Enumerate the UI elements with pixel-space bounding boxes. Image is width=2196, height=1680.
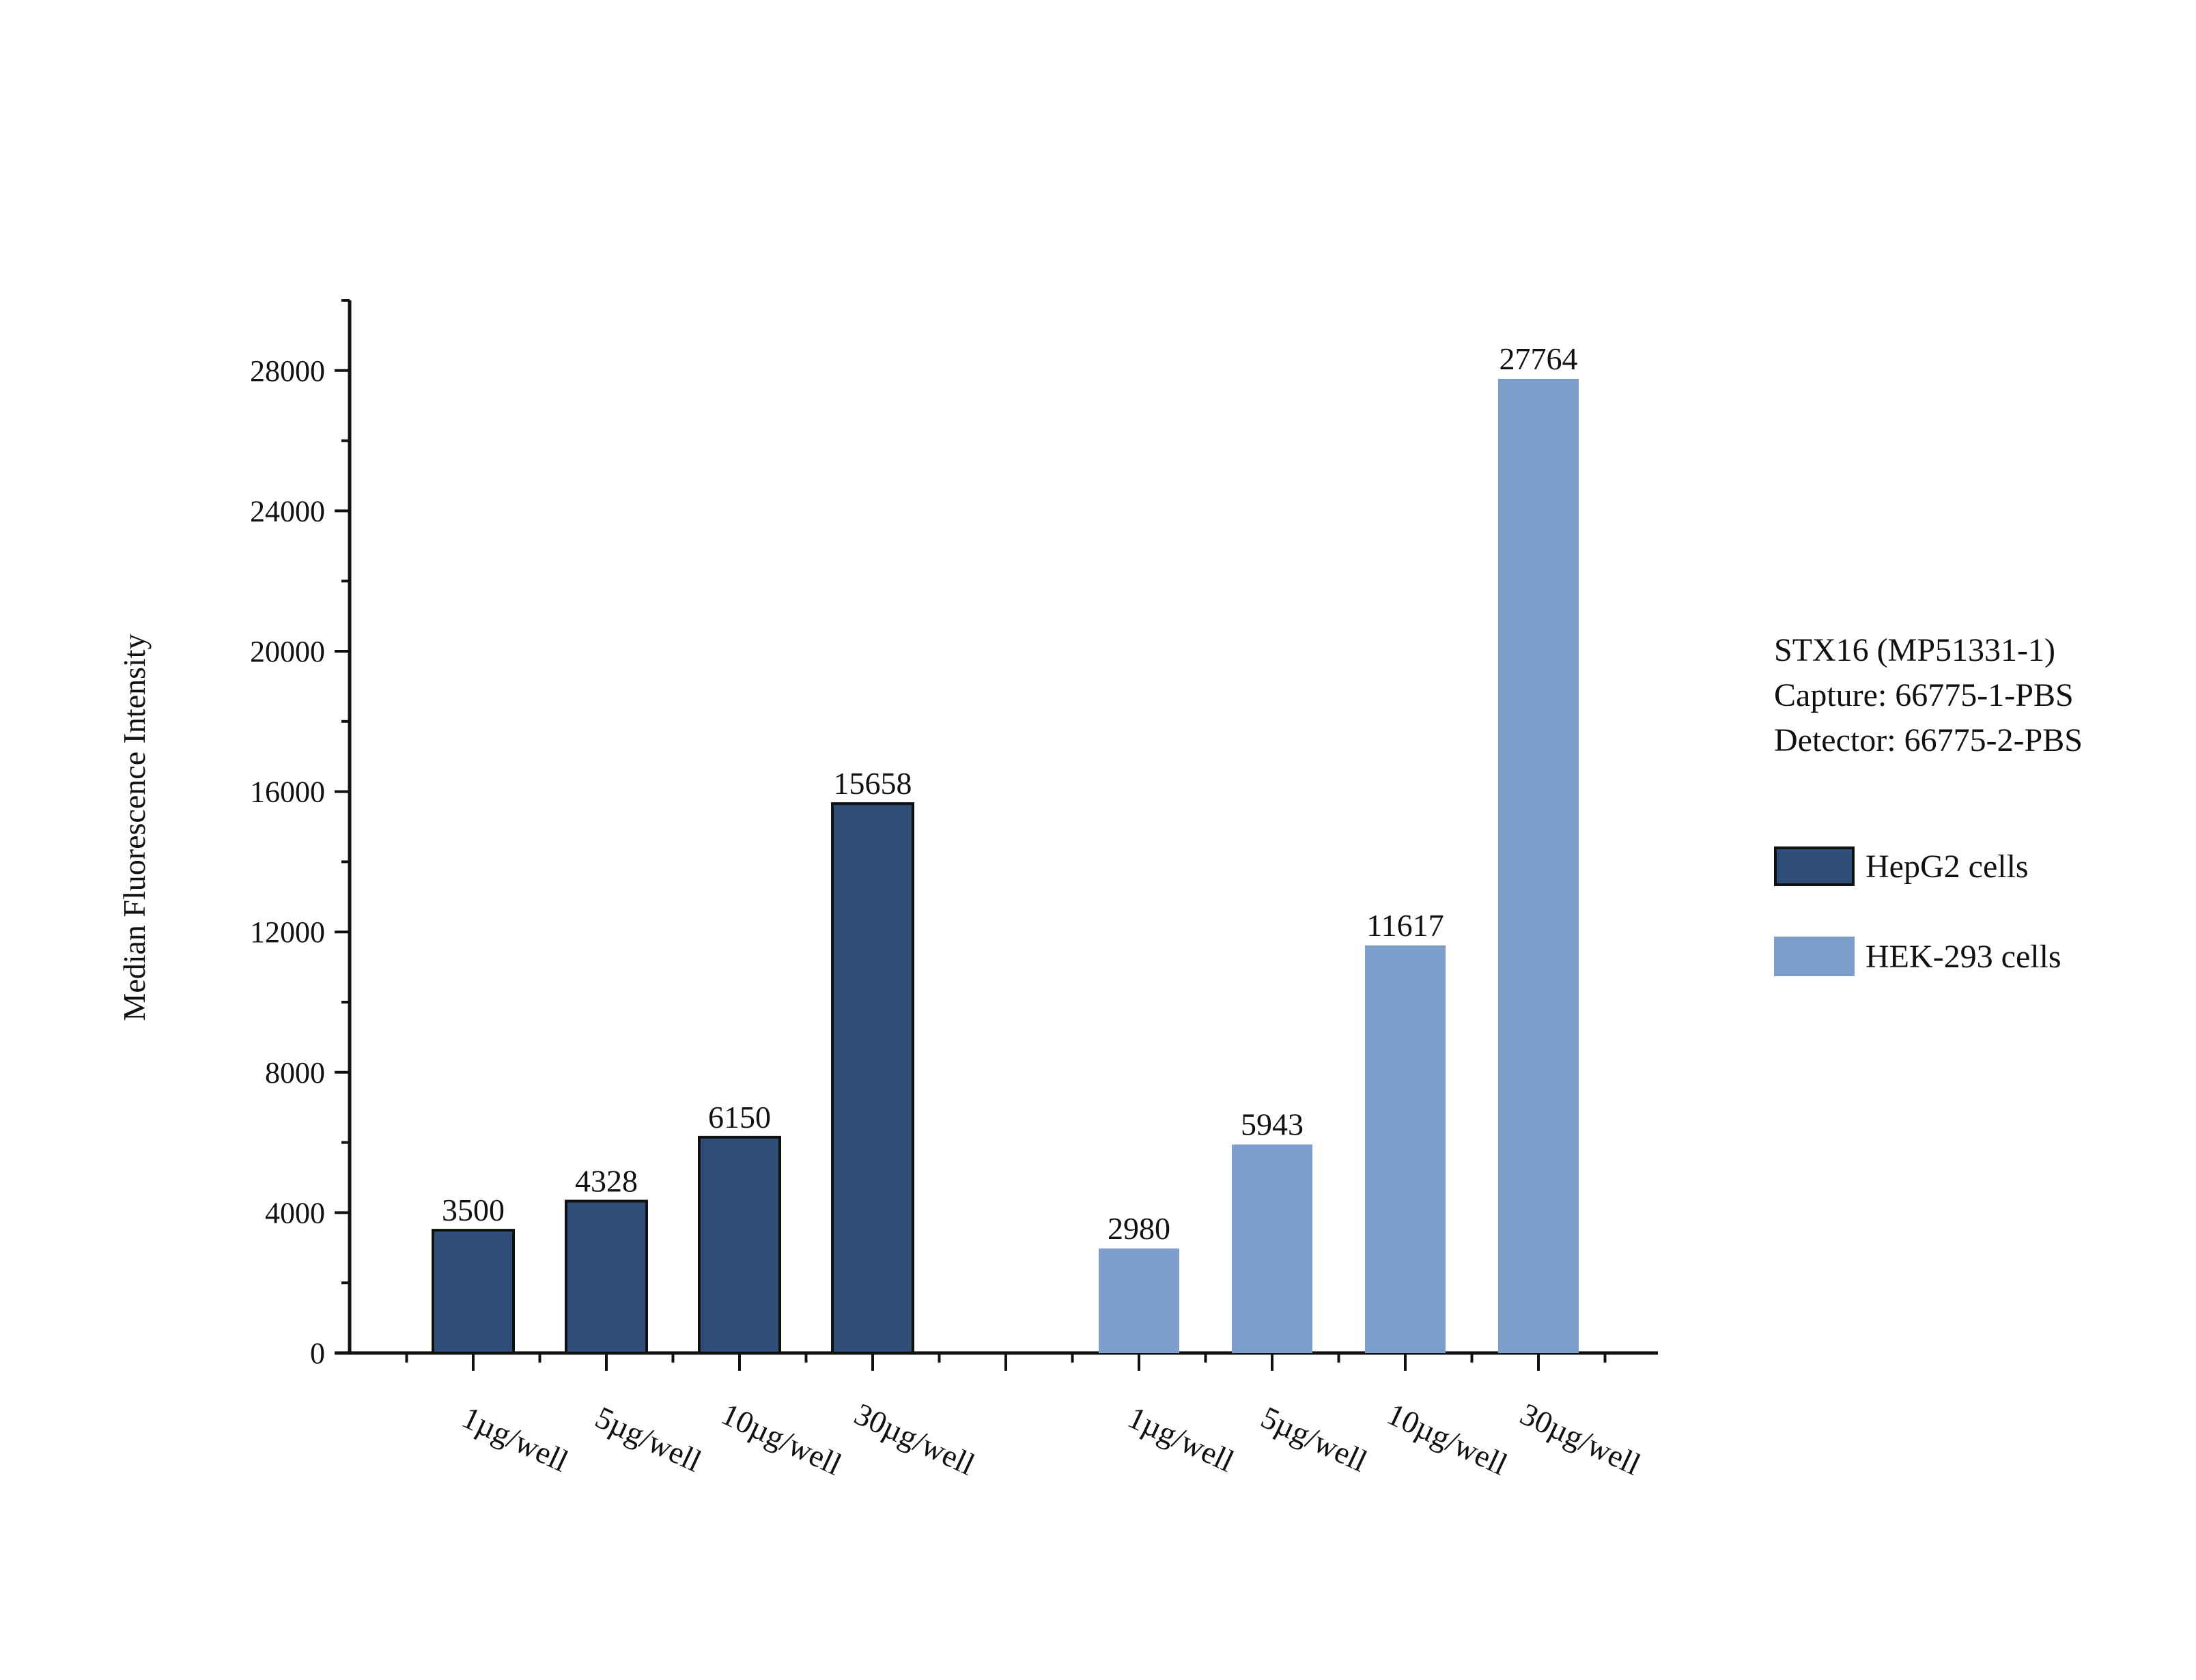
y-axis-title: Median Fluorescence Intensity <box>117 633 152 1021</box>
bar-value-label: 6150 <box>708 1100 771 1135</box>
y-tick-label: 0 <box>310 1337 325 1370</box>
y-tick-label: 8000 <box>265 1056 325 1090</box>
bar-value-label: 2980 <box>1108 1211 1170 1246</box>
y-tick-label: 4000 <box>265 1196 325 1229</box>
category-label: 30µg/well <box>849 1396 980 1481</box>
legend: HepG2 cells HEK-293 cells <box>1774 844 2061 1024</box>
legend-swatch-hek293 <box>1774 937 1855 976</box>
info-panel: STX16 (MP51331-1) Capture: 66775-1-PBS D… <box>1774 628 2083 763</box>
category-label: 1µg/well <box>1123 1399 1239 1479</box>
y-tick-label: 28000 <box>250 354 325 388</box>
bar-hek293-3 <box>1365 945 1446 1353</box>
info-line-2: Capture: 66775-1-PBS <box>1774 677 2074 713</box>
y-tick-label: 24000 <box>250 494 325 528</box>
info-line-1: STX16 (MP51331-1) <box>1774 632 2056 668</box>
bar-value-label: 5943 <box>1241 1107 1304 1142</box>
bar-hepg2-4 <box>831 802 914 1355</box>
y-tick-label: 20000 <box>250 635 325 668</box>
y-tick-label: 12000 <box>250 915 325 949</box>
legend-label-hek293: HEK-293 cells <box>1866 938 2061 975</box>
y-tick-label: 16000 <box>250 775 325 809</box>
category-label: 10µg/well <box>1382 1396 1512 1481</box>
category-label: 30µg/well <box>1515 1396 1646 1481</box>
bar-hek293-4 <box>1498 378 1579 1353</box>
bar-value-label: 3500 <box>442 1193 505 1227</box>
bar-value-label: 15658 <box>834 766 912 801</box>
bar-hek293-1 <box>1099 1248 1179 1353</box>
category-labels: 1µg/well 5µg/well 10µg/well 30µg/well 1µg/we… <box>457 1396 1646 1481</box>
bar-hepg2-3 <box>698 1135 781 1354</box>
bar-hek293-2 <box>1232 1144 1312 1353</box>
bar-value-labels: 3500 4328 6150 15658 2980 5943 11617 27764 <box>442 341 1578 1246</box>
x-axis <box>335 1351 1658 1371</box>
category-label: 5µg/well <box>590 1399 707 1479</box>
legend-label-hepg2: HepG2 cells <box>1866 848 2029 885</box>
category-label: 5µg/well <box>1256 1399 1372 1479</box>
bars <box>432 378 1579 1355</box>
bar-value-label: 11617 <box>1366 908 1444 943</box>
legend-item-hek293: HEK-293 cells <box>1774 934 2061 979</box>
legend-item-hepg2: HepG2 cells <box>1774 844 2061 889</box>
category-label: 10µg/well <box>716 1396 847 1481</box>
legend-swatch-hepg2 <box>1774 846 1855 886</box>
info-line-3: Detector: 66775-2-PBS <box>1774 722 2083 758</box>
bar-value-label: 27764 <box>1500 341 1578 376</box>
bar-hepg2-2 <box>565 1199 648 1354</box>
y-axis: 0 4000 8000 12000 16000 20000 24000 28000 <box>250 299 352 1370</box>
bar-hepg2-1 <box>432 1229 515 1354</box>
category-label: 1µg/well <box>457 1399 574 1479</box>
bar-value-label: 4328 <box>575 1164 638 1199</box>
